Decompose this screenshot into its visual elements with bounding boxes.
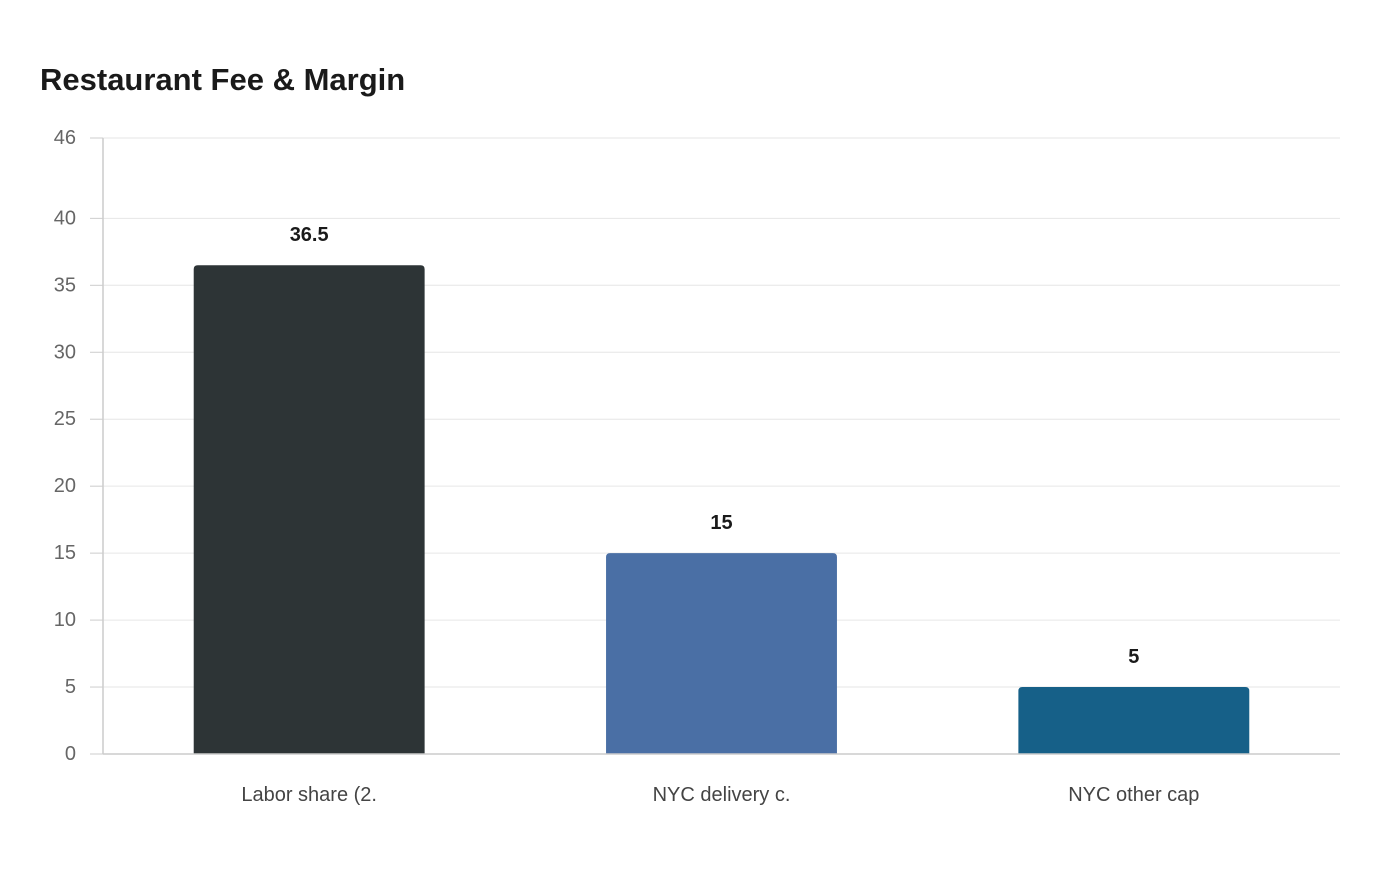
bars [193,265,1250,754]
x-axis: Labor share (2. NYC delivery c. NYC other … [103,753,1340,806]
y-tick-label: 30 [54,341,76,363]
y-tick-label: 35 [54,274,76,296]
x-tick-label: Labor share (2. [241,784,377,806]
data-label: 36.5 [290,224,329,246]
y-tick-label: 5 [65,676,76,698]
data-labels: 36.5 15 5 [290,224,1140,668]
data-label: 5 [1128,646,1139,668]
x-tick-label: NYC other cap [1068,784,1199,806]
y-tick-label: 40 [54,207,76,229]
data-label: 15 [710,512,732,534]
y-axis: 0 5 10 15 20 25 30 35 40 46 [54,127,104,765]
y-tick-label: 25 [54,408,76,430]
x-tick-label: NYC delivery c. [653,784,791,806]
y-tick-label: 15 [54,542,76,564]
y-tick-label: 10 [54,609,76,631]
bar [193,265,425,754]
bar [606,553,837,754]
bar [1018,687,1250,754]
chart-title: Restaurant Fee & Margin [40,62,406,97]
y-tick-label: 20 [54,475,76,497]
y-tick-label: 46 [54,127,76,149]
y-tick-label: 0 [65,743,76,765]
